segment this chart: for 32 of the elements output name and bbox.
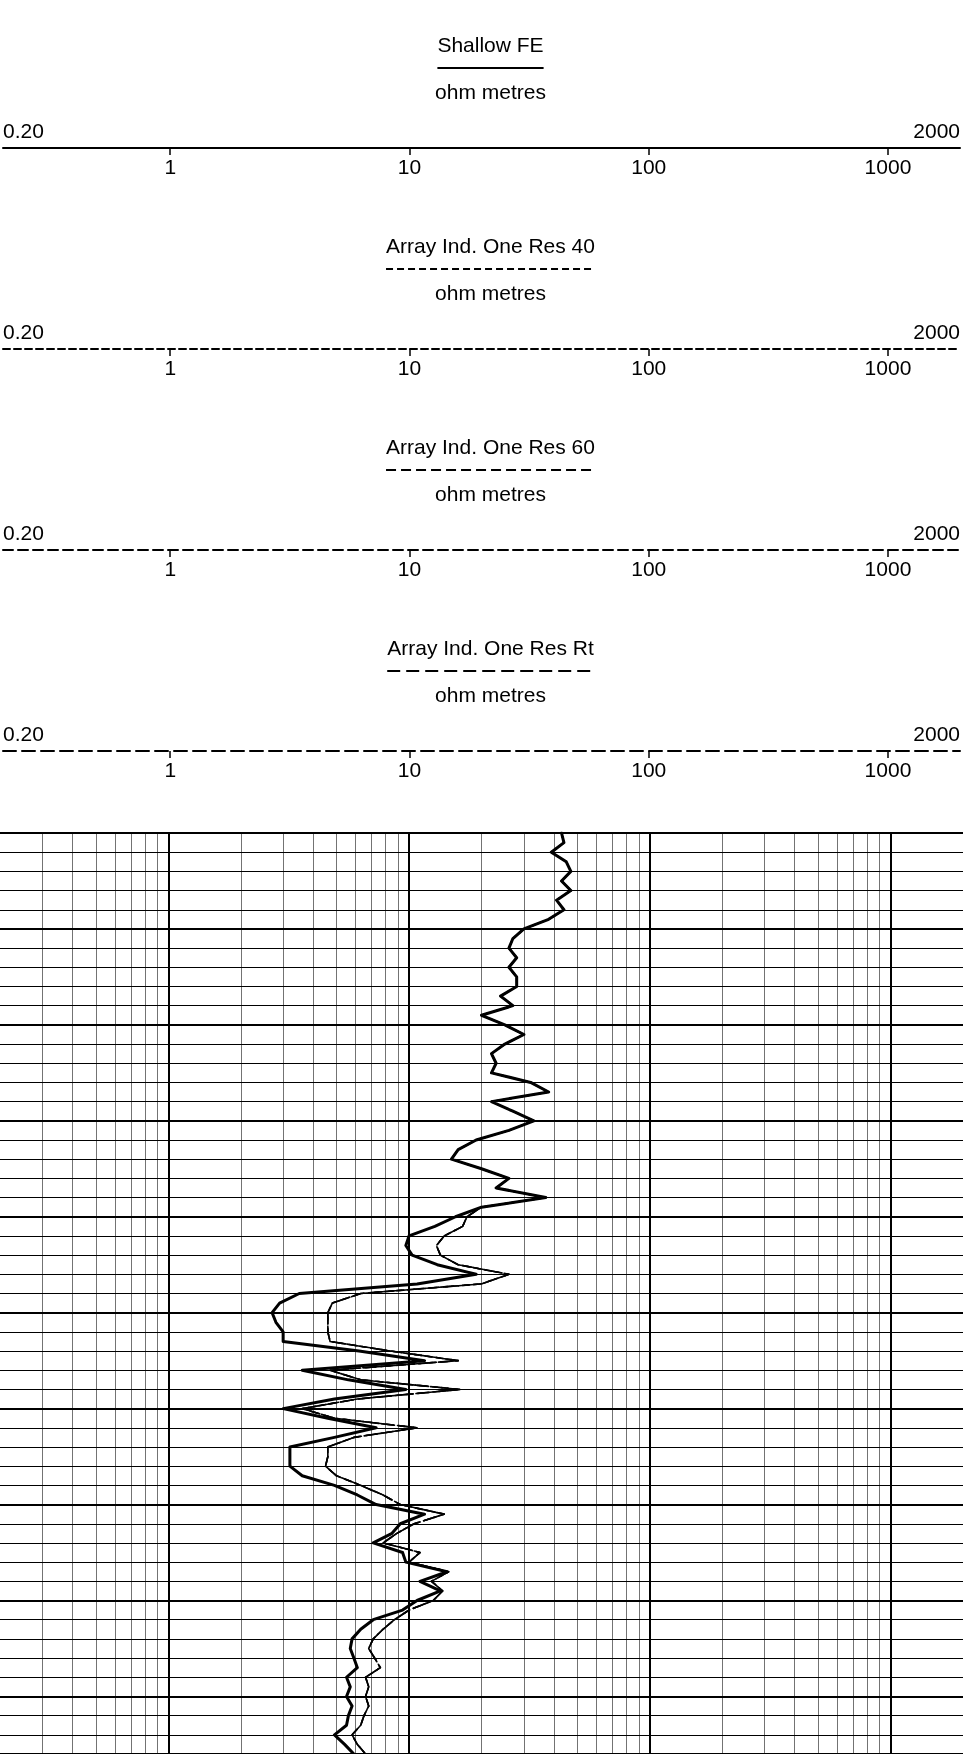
text: 1000 — [864, 557, 912, 580]
text: Array Ind. One Res Rt — [387, 635, 594, 659]
text: Shallow FE — [437, 32, 544, 56]
text: ohm metres — [435, 280, 546, 304]
x-tick-label: 1000 — [864, 758, 912, 781]
text: 2000 — [913, 119, 960, 142]
text: Array Ind. One Res 60 — [386, 434, 595, 458]
text: 100 — [631, 557, 667, 580]
text: 1 — [164, 155, 177, 178]
text: 10 — [397, 155, 422, 178]
text: Array Ind. One Res 40 — [386, 233, 595, 257]
text: 2000 — [913, 320, 960, 343]
text: ohm metres — [435, 79, 546, 103]
text: 0.20 — [3, 119, 44, 142]
text: ohm metres — [435, 481, 546, 505]
text: 100 — [631, 155, 667, 178]
text: 1000 — [864, 356, 912, 379]
text: 2000 — [913, 521, 960, 544]
x2-tick-label: 2000 — [913, 722, 960, 745]
x-tick-label: 100 — [631, 758, 667, 781]
text: 0.20 — [3, 320, 44, 343]
text: 10 — [397, 356, 422, 379]
x-tick-label: 10 — [397, 758, 422, 781]
text: 0.20 — [3, 521, 44, 544]
text: 1000 — [864, 155, 912, 178]
x2-tick-label: 0.20 — [3, 722, 44, 745]
text: 1 — [164, 356, 177, 379]
x-tick-label: 1 — [164, 758, 177, 781]
text: 10 — [397, 557, 422, 580]
text: 1 — [164, 557, 177, 580]
x-axis-title: ohm metres — [435, 682, 546, 706]
text: 100 — [631, 356, 667, 379]
